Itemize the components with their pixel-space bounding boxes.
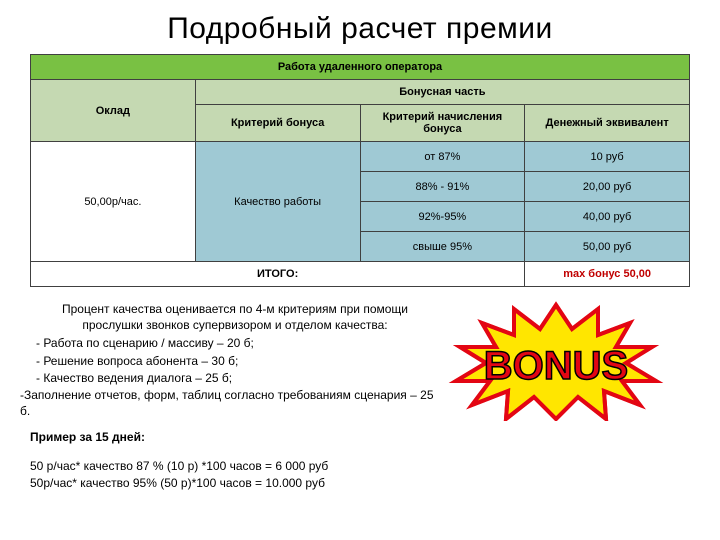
bonus-burst-graphic: BONUS <box>446 301 666 421</box>
col-criterion: Критерий бонуса <box>195 105 360 142</box>
col-bonus-part: Бонусная часть <box>195 80 689 105</box>
example-line: 50 р/час* качество 87 % (10 р) *100 часо… <box>30 458 440 474</box>
col-money: Денежный эквивалент <box>525 105 690 142</box>
salary-cell: 50,00р/час. <box>31 142 196 262</box>
bullet: - Решение вопроса абонента – 30 б; <box>30 353 440 369</box>
bullet: - Качество ведения диалога – 25 б; <box>30 370 440 386</box>
page-title: Подробный расчет премии <box>30 12 690 46</box>
tier-range: свыше 95% <box>360 232 525 262</box>
total-value: max бонус 50,00 <box>525 262 690 287</box>
tier-range: 88% - 91% <box>360 172 525 202</box>
col-salary: Оклад <box>31 80 196 142</box>
table-header-sub-row-1: Оклад Бонусная часть <box>31 80 690 105</box>
tier-amount: 10 руб <box>525 142 690 172</box>
example-title: Пример за 15 дней: <box>30 429 440 445</box>
total-row: ИТОГО: max бонус 50,00 <box>31 262 690 287</box>
tier-amount: 50,00 руб <box>525 232 690 262</box>
total-label: ИТОГО: <box>31 262 525 287</box>
tier-row-0: 50,00р/час. Качество работы от 87% 10 ру… <box>31 142 690 172</box>
bullet: - Работа по сценарию / массиву – 20 б; <box>30 335 440 351</box>
below-section: Процент качества оценивается по 4-м крит… <box>30 301 690 492</box>
bonus-table: Работа удаленного оператора Оклад Бонусн… <box>30 54 690 287</box>
notes-column: Процент качества оценивается по 4-м крит… <box>30 301 440 492</box>
header-main: Работа удаленного оператора <box>31 55 690 80</box>
bullet: -Заполнение отчетов, форм, таблиц соглас… <box>20 387 440 419</box>
tier-range: от 87% <box>360 142 525 172</box>
tier-range: 92%-95% <box>360 202 525 232</box>
table-header-main-row: Работа удаленного оператора <box>31 55 690 80</box>
tier-amount: 20,00 руб <box>525 172 690 202</box>
example-line: 50р/час* качество 95% (50 р)*100 часов =… <box>30 475 440 491</box>
notes-lead: Процент качества оценивается по 4-м крит… <box>30 301 440 333</box>
slide: Подробный расчет премии Работа удаленног… <box>0 0 720 540</box>
tier-amount: 40,00 руб <box>525 202 690 232</box>
criterion-cell: Качество работы <box>195 142 360 262</box>
bonus-word: BONUS <box>484 344 628 388</box>
col-accrual: Критерий начисления бонуса <box>360 105 525 142</box>
bonus-burst-icon: BONUS <box>446 301 666 421</box>
